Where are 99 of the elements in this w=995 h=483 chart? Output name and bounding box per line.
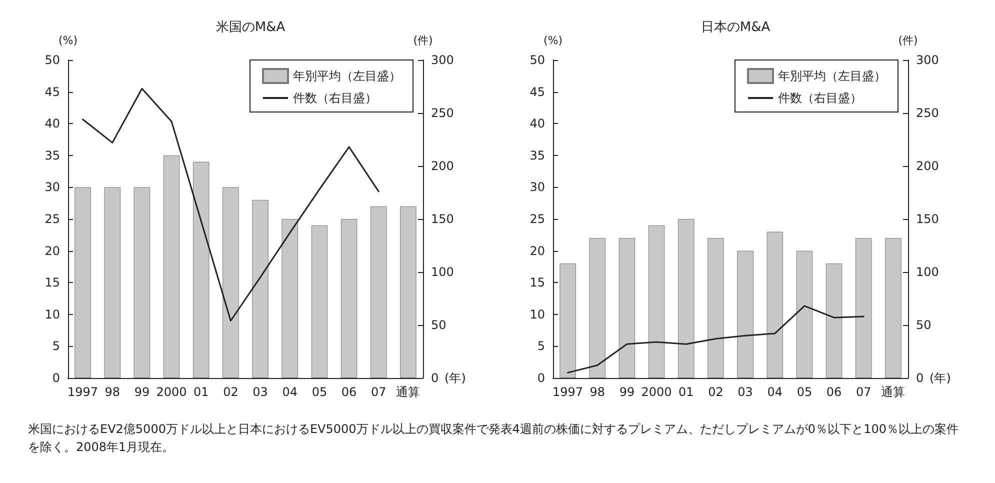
y2-tick-label: 100 xyxy=(916,265,939,279)
y-tick-label: 45 xyxy=(530,84,545,99)
bar xyxy=(163,155,180,378)
y2-tick-label: 300 xyxy=(916,53,939,67)
y2-tick-label: 150 xyxy=(431,212,454,226)
x-tick-label: 06 xyxy=(341,385,357,399)
x-tick-label: 04 xyxy=(282,385,298,399)
x-tick-label: 07 xyxy=(856,385,872,399)
y-tick-label: 15 xyxy=(44,276,60,290)
y-tick-label: 0 xyxy=(537,371,545,385)
y-tick-label: 0 xyxy=(52,371,60,385)
y2-tick-label: 250 xyxy=(431,106,454,120)
line-series xyxy=(82,88,380,322)
x-tick-label: 07 xyxy=(370,385,386,399)
bar xyxy=(678,219,694,378)
x-tick-label: 01 xyxy=(193,385,209,399)
legend-label: 年別平均（左目盛） xyxy=(293,69,401,83)
bar xyxy=(589,238,606,378)
bar xyxy=(708,238,724,378)
x-tick-label: 99 xyxy=(134,385,150,399)
legend-label: 年別平均（左目盛） xyxy=(778,69,886,83)
x-tick-label: 98 xyxy=(104,385,120,399)
y-tick-label: 35 xyxy=(530,148,545,162)
y-tick-label: 10 xyxy=(530,307,545,322)
y2-axis-title: (件) xyxy=(898,34,918,47)
y-tick-label: 50 xyxy=(44,53,60,67)
y2-tick-label: 250 xyxy=(916,106,939,120)
x-tick-label: 02 xyxy=(223,385,238,399)
x-tick-label: 1997 xyxy=(552,385,584,399)
x-tick-label: 2000 xyxy=(156,385,187,399)
bar xyxy=(885,238,902,378)
x-axis-title: (年) xyxy=(930,371,951,385)
y2-tick-label: 0 xyxy=(916,371,924,385)
x-tick-label: 02 xyxy=(708,385,724,399)
chart-title: 日本のM&A xyxy=(700,20,770,35)
bar xyxy=(618,238,636,378)
y-tick-label: 5 xyxy=(537,339,545,354)
y-tick-label: 25 xyxy=(44,212,60,226)
x-tick-label: 通算 xyxy=(396,385,420,399)
y-tick-label: 35 xyxy=(44,148,60,162)
x-tick-label: 05 xyxy=(796,385,812,399)
y2-tick-label: 300 xyxy=(431,53,454,67)
chart-title: 米国のM&A xyxy=(216,20,286,35)
y-tick-label: 20 xyxy=(44,244,60,258)
bar xyxy=(340,219,358,378)
y-tick-label: 45 xyxy=(44,84,60,99)
y-tick-label: 30 xyxy=(44,180,60,194)
bar xyxy=(370,206,387,378)
y-tick-label: 40 xyxy=(530,116,545,131)
bar xyxy=(766,232,784,378)
x-tick-label: 99 xyxy=(619,385,635,399)
bar xyxy=(252,200,268,378)
text: 米国におけるEV2億5000万ドル以上と日本におけるEV5000万ドル以上の買収案件で発表4週前の株価に対するプレミアム、ただしプレミアムが0％以下と100％以上の案件を除く。2008年1月現在。 xyxy=(27,421,960,456)
bar xyxy=(737,250,754,378)
y-tick-label: 25 xyxy=(530,212,545,226)
y2-tick-label: 50 xyxy=(431,318,446,332)
y-axis-title: (%) xyxy=(543,34,563,47)
y-tick-label: 10 xyxy=(44,307,60,322)
y2-tick-label: 50 xyxy=(916,318,932,332)
x-tick-label: 05 xyxy=(312,385,328,399)
bar xyxy=(192,162,210,378)
y2-tick-label: 200 xyxy=(916,159,939,173)
bar xyxy=(796,250,813,378)
legend-label: 件数（右目盛） xyxy=(778,91,862,105)
y-axis-title: (%) xyxy=(58,34,78,47)
y2-tick-label: 150 xyxy=(916,212,939,226)
y-tick-label: 20 xyxy=(530,244,545,258)
bar xyxy=(400,206,416,378)
y2-tick-label: 100 xyxy=(431,265,454,279)
bar xyxy=(826,264,842,378)
bar xyxy=(855,238,872,378)
x-tick-label: 01 xyxy=(678,385,694,399)
y-tick-label: 40 xyxy=(44,116,60,131)
y-tick-label: 50 xyxy=(530,53,545,67)
bar xyxy=(222,187,239,378)
y2-tick-label: 0 xyxy=(431,371,439,385)
x-tick-label: 03 xyxy=(252,385,268,399)
x-tick-label: 03 xyxy=(738,385,753,399)
x-tick-label: 2000 xyxy=(641,385,672,399)
x-axis-title: (年) xyxy=(444,371,466,385)
legend-label: 件数（右目盛） xyxy=(293,91,377,105)
line-series xyxy=(567,305,864,374)
x-tick-label: 06 xyxy=(826,385,842,399)
y-tick-label: 30 xyxy=(530,180,545,194)
y2-tick-label: 200 xyxy=(431,159,454,173)
bar xyxy=(74,187,91,378)
y-tick-label: 5 xyxy=(52,339,60,354)
bar xyxy=(134,187,150,378)
bar xyxy=(104,187,121,378)
y2-axis-title: (件) xyxy=(413,34,433,47)
x-tick-label: 04 xyxy=(767,385,783,399)
x-tick-label: 98 xyxy=(590,385,606,399)
bar xyxy=(282,219,298,378)
x-tick-label: 通算 xyxy=(881,385,906,399)
bar xyxy=(311,225,328,378)
bar xyxy=(648,225,665,378)
bar xyxy=(560,264,576,378)
y-tick-label: 15 xyxy=(530,276,545,290)
x-tick-label: 1997 xyxy=(68,385,98,399)
